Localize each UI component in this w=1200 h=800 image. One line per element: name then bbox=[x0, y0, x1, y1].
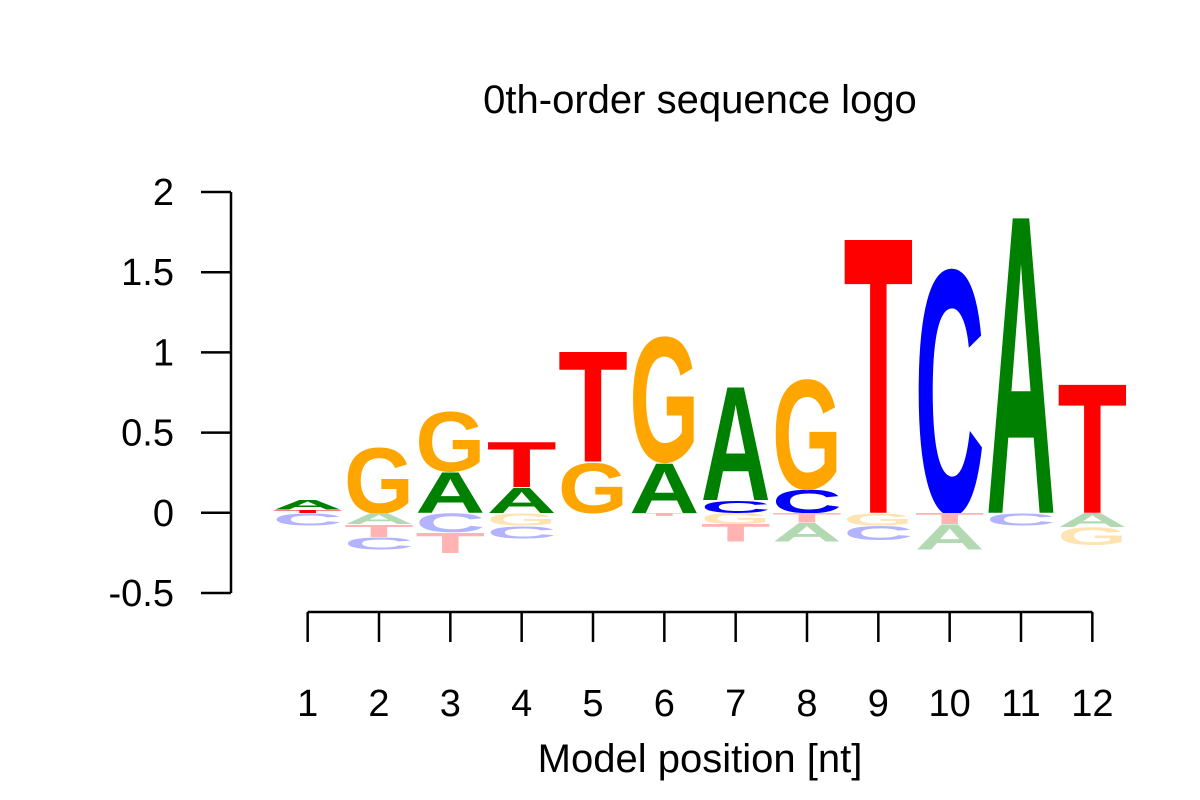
x-tick-label: 6 bbox=[654, 683, 675, 725]
logo-letter-t-neg-pos3: T bbox=[415, 526, 485, 559]
logo-letter-a-pos11: A bbox=[986, 125, 1056, 604]
logo-letter-g-neg-pos9: G bbox=[843, 509, 913, 529]
logo-letter-a-pos7: A bbox=[701, 353, 771, 536]
x-tick-label: 7 bbox=[725, 683, 746, 725]
logo-letter-g-pos6: G bbox=[629, 301, 699, 501]
y-tick-label: -0.5 bbox=[109, 573, 174, 615]
logo-letter-g-pos2: G bbox=[344, 429, 414, 533]
logo-letter-c-neg-pos4: C bbox=[487, 522, 557, 542]
logo-letter-c-neg-pos2: C bbox=[344, 533, 414, 553]
logo-letter-t-pos12: T bbox=[1057, 344, 1127, 552]
logo-letter-c-neg-pos3: C bbox=[415, 508, 485, 538]
y-axis: -0.5 0 0.5 1 1.5 2 bbox=[109, 172, 233, 615]
logo-letter-a-pos4: A bbox=[487, 481, 557, 521]
x-tick-label: 9 bbox=[868, 683, 889, 725]
logo-letter-a-neg-pos12: A bbox=[1057, 509, 1127, 531]
x-tick-label: 5 bbox=[582, 683, 603, 725]
x-tick-label: 2 bbox=[368, 683, 389, 725]
logo-letter-c-neg-pos11: C bbox=[986, 509, 1056, 529]
logo-letter-t-pos9: T bbox=[843, 154, 913, 597]
logo-letter-g-neg-pos7: G bbox=[701, 510, 771, 528]
y-tick-label: 0 bbox=[153, 493, 174, 535]
x-tick-label: 12 bbox=[1071, 683, 1113, 725]
logo-letter-c-pos8: C bbox=[772, 483, 842, 521]
x-tick-label: 8 bbox=[796, 683, 817, 725]
logo-letter-c-neg-pos1: C bbox=[273, 509, 343, 529]
y-tick-label: 1.5 bbox=[121, 252, 174, 294]
logo-letter-a-neg-pos2: A bbox=[344, 510, 414, 528]
logo-letter-t-neg-pos6: T bbox=[629, 512, 699, 517]
x-axis-title: Model position [nt] bbox=[538, 737, 863, 781]
x-axis: 1 2 3 4 5 6 7 8 9 10 11 12 bbox=[297, 610, 1113, 725]
logo-letter-t-pos4: T bbox=[487, 428, 557, 501]
logo-letter-c-neg-pos9: C bbox=[843, 522, 913, 544]
logo-letter-g-pos5: G bbox=[558, 448, 628, 528]
logo-letter-a-pos6: A bbox=[629, 449, 699, 529]
x-tick-label: 1 bbox=[297, 683, 318, 725]
logo-letter-t-pos1: T bbox=[273, 509, 343, 514]
logo-letter-g-neg-pos12: G bbox=[1057, 522, 1127, 550]
logo-letter-c-pos7: C bbox=[701, 497, 771, 517]
logo-letter-t-neg-pos10: T bbox=[915, 510, 985, 527]
logo-letter-t-neg-pos7: T bbox=[701, 519, 771, 547]
y-tick-label: 2 bbox=[153, 172, 174, 214]
y-tick-label: 0.5 bbox=[121, 413, 174, 455]
logo-letter-t-neg-pos8: T bbox=[772, 510, 842, 525]
x-tick-label: 4 bbox=[511, 683, 532, 725]
x-tick-label: 3 bbox=[440, 683, 461, 725]
logo-letter-a-neg-pos8: A bbox=[772, 518, 842, 548]
logo-letter-t-pos5: T bbox=[558, 319, 628, 496]
y-tick-label: 1 bbox=[153, 332, 174, 374]
x-tick-label: 10 bbox=[929, 683, 971, 725]
logo-letter-t-neg-pos2: T bbox=[344, 521, 414, 541]
chart-title: 0th-order sequence logo bbox=[483, 78, 917, 122]
logo-letter-g-pos3: G bbox=[415, 394, 485, 489]
logo-letter-a-neg-pos10: A bbox=[915, 518, 985, 558]
logo-letter-g-pos8: G bbox=[772, 348, 842, 523]
logo-letter-g-neg-pos4: G bbox=[487, 509, 557, 529]
logo-letter-c-pos10: C bbox=[915, 198, 985, 588]
x-tick-label: 11 bbox=[1001, 683, 1040, 725]
logo-letter-a-pos3: A bbox=[415, 460, 485, 525]
logo-letter-a-pos1: A bbox=[273, 497, 343, 512]
